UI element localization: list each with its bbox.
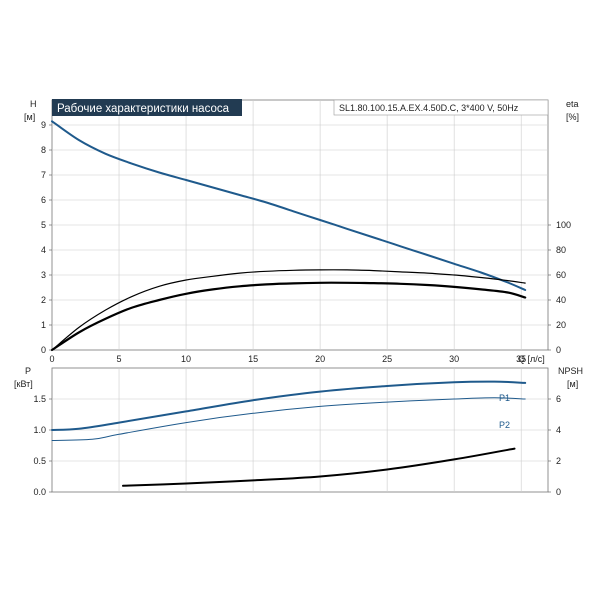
y-tick-label: 2 <box>41 295 46 305</box>
y-tick-label: 0.0 <box>33 487 46 497</box>
y-tick-label: 0 <box>41 345 46 355</box>
series-line-eta-lower <box>50 281 527 352</box>
y2-tick-label: 60 <box>556 270 566 280</box>
y2-tick-label: 20 <box>556 320 566 330</box>
y-tick-label: 1.0 <box>33 425 46 435</box>
y-tick-label: 8 <box>41 145 46 155</box>
x-tick-label: 20 <box>315 354 325 364</box>
x-tick-label: 30 <box>449 354 459 364</box>
y-tick-label: 0.5 <box>33 456 46 466</box>
y-axis-label-p: P <box>25 366 31 376</box>
y-axis-unit-p: [кВт] <box>14 379 33 389</box>
x-tick-label: 25 <box>382 354 392 364</box>
lower-panel: 0.0 0.5 1.0 1.5 0 2 4 6 <box>33 367 561 497</box>
title-box <box>52 99 242 116</box>
bottom-chart-texts: P [кВт] NPSH [м] P1 P2 <box>14 366 583 430</box>
series-label-p1: P1 <box>499 393 510 403</box>
y2-axis-unit-npsh: [м] <box>567 379 578 389</box>
top-chart-texts: Рабочие характеристики насоса SL1.80.100… <box>24 99 579 364</box>
y2-axis-unit-eta: [%] <box>566 112 579 122</box>
y2-axis-label-npsh: NPSH <box>558 366 583 376</box>
y-tick-label: 1.5 <box>33 394 46 404</box>
y-tick-label: 1 <box>41 320 46 330</box>
series-label-p2: P2 <box>499 420 510 430</box>
x-tick-label: 0 <box>49 354 54 364</box>
subtitle-box <box>333 99 549 116</box>
y2-axis-label-eta: eta <box>566 99 579 109</box>
y-tick-label: 9 <box>41 120 46 130</box>
x-axis-label-q: Q [л/с] <box>518 354 545 364</box>
y-axis-label-h: H <box>30 99 37 109</box>
y-tick-label: 7 <box>41 170 46 180</box>
chart-title: Рабочие характеристики насоса <box>57 103 230 115</box>
y-tick-label: 6 <box>41 195 46 205</box>
y-axis-unit-h: [м] <box>24 112 35 122</box>
y2-tick-label: 40 <box>556 295 566 305</box>
y-tick-label: 3 <box>41 270 46 280</box>
upper-panel: 0 1 2 3 4 5 6 7 8 9 0 20 40 60 80 100 0 5 10 15 20 25 30 35 <box>41 99 571 364</box>
y2-tick-label: 0 <box>556 487 561 497</box>
y2-tick-label: 2 <box>556 456 561 466</box>
x-tick-label: 5 <box>117 354 122 364</box>
series-line-eta-upper <box>51 269 526 351</box>
y-tick-label: 5 <box>41 220 46 230</box>
y2-tick-label: 6 <box>556 394 561 404</box>
x-tick-label: 35 <box>516 354 526 364</box>
chart-subtitle: SL1.80.100.15.A.EX.4.50D.C, 3*400 V, 50H… <box>339 103 519 113</box>
y-tick-label: 4 <box>41 245 46 255</box>
x-tick-label: 15 <box>248 354 258 364</box>
y2-tick-label: 100 <box>556 220 571 230</box>
series-line-power-p1 <box>51 380 527 431</box>
series-line-power-p2 <box>51 397 526 441</box>
series-line-npsh <box>122 447 516 487</box>
y2-tick-label: 4 <box>556 425 561 435</box>
y2-tick-label: 80 <box>556 245 566 255</box>
x-tick-label: 10 <box>181 354 191 364</box>
y2-tick-label: 0 <box>556 345 561 355</box>
series-line-head-h <box>51 120 527 291</box>
